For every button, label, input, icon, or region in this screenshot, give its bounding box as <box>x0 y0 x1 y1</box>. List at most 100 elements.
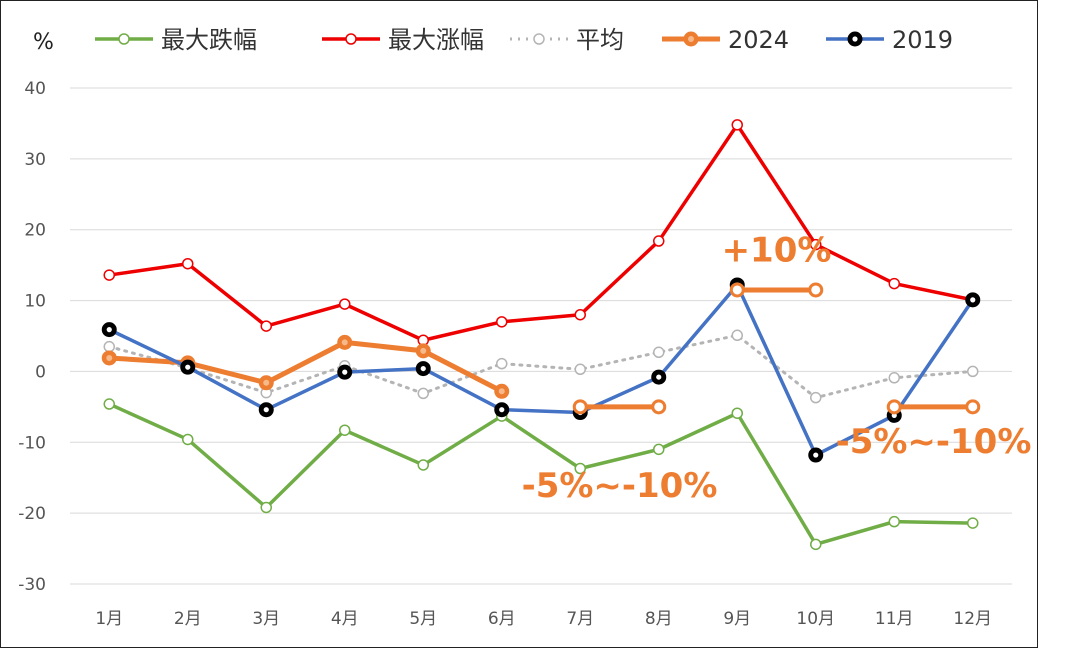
data-point <box>496 316 508 328</box>
data-point <box>103 398 115 410</box>
series-line <box>107 283 975 457</box>
data-point <box>653 235 665 247</box>
data-point <box>731 407 743 419</box>
y-tick-label: 30 <box>24 150 46 170</box>
y-tick-label: 40 <box>24 79 46 99</box>
forecast-marker <box>965 399 981 415</box>
x-tick-label: 11月 <box>875 609 914 629</box>
series-最大跌幅 <box>103 398 979 551</box>
data-point <box>496 357 508 370</box>
data-point <box>417 459 429 471</box>
y-unit-label: % <box>33 30 54 55</box>
legend: 最大跌幅 最大涨幅 平均 2024 2019 <box>95 26 953 54</box>
data-point-center <box>342 369 348 375</box>
data-point-center <box>499 407 505 413</box>
legend-label: 2019 <box>892 26 953 54</box>
series-line <box>107 333 975 400</box>
grid-lines <box>70 87 1012 585</box>
x-tick-label: 10月 <box>796 609 835 629</box>
data-point <box>103 340 115 353</box>
data-point-center <box>263 407 269 413</box>
y-tick-label: 0 <box>35 362 46 382</box>
data-point <box>339 298 351 310</box>
series-line <box>107 402 975 547</box>
data-point <box>888 372 900 384</box>
data-point <box>574 308 586 321</box>
x-axis-ticks: 1月 2月 3月 4月 5月 6月 7月 8月 9月 10月 11月 12月 <box>95 609 992 629</box>
legend-label: 最大涨幅 <box>388 26 484 54</box>
chart-frame <box>0 0 1038 648</box>
y-tick-label: 10 <box>24 292 46 312</box>
legend-label: 2024 <box>728 26 789 54</box>
y-axis-ticks: 40 30 20 10 0 -10 -20 -30 <box>18 79 46 595</box>
x-tick-label: 12月 <box>953 609 992 629</box>
forecast-marker <box>808 282 824 298</box>
annotation-label: -5%~-10% <box>836 422 1032 462</box>
forecast-segments <box>572 282 981 415</box>
y-tick-label: -20 <box>18 504 46 524</box>
data-point <box>574 462 586 475</box>
legend-label: 最大跌幅 <box>161 26 257 54</box>
annotations: +10% -5%~-10% -5%~-10% <box>522 231 1032 506</box>
data-point-center <box>852 36 858 42</box>
series-最大涨幅 <box>103 119 979 347</box>
data-point <box>967 365 979 378</box>
data-point <box>731 329 743 342</box>
y-tick-label: 20 <box>24 221 46 241</box>
data-point <box>260 320 272 332</box>
series-layer <box>101 119 981 551</box>
forecast-marker <box>572 399 588 415</box>
data-point <box>653 346 665 359</box>
data-point <box>574 363 586 376</box>
data-point-center <box>498 388 505 395</box>
data-point <box>967 517 979 529</box>
annotation-label: +10% <box>722 231 832 271</box>
forecast-marker <box>729 282 745 298</box>
forecast-marker <box>886 399 902 415</box>
data-point <box>118 33 130 45</box>
x-tick-label: 8月 <box>645 609 673 629</box>
data-point-center <box>656 374 662 380</box>
series-line <box>107 123 975 343</box>
x-tick-label: 1月 <box>95 609 123 629</box>
data-point <box>653 443 665 456</box>
x-tick-label: 7月 <box>566 609 594 629</box>
data-point <box>182 257 194 270</box>
data-point-center <box>263 379 270 386</box>
data-point-center <box>420 347 427 354</box>
data-point <box>182 433 194 446</box>
x-tick-label: 4月 <box>331 609 359 629</box>
data-point-center <box>970 297 976 303</box>
data-point <box>339 424 351 436</box>
x-tick-label: 5月 <box>409 609 437 629</box>
data-point <box>345 33 357 45</box>
data-point-center <box>688 36 694 42</box>
data-point <box>888 277 900 290</box>
data-point <box>888 515 900 528</box>
x-tick-label: 9月 <box>723 609 751 629</box>
data-point-center <box>185 364 191 370</box>
data-point <box>417 387 429 400</box>
data-point-center <box>106 354 113 361</box>
legend-label: 平均 <box>576 26 624 54</box>
data-point <box>260 501 272 514</box>
x-tick-label: 3月 <box>252 609 280 629</box>
annotation-label: -5%~-10% <box>522 466 718 506</box>
data-point-center <box>420 365 426 372</box>
series-line <box>106 339 505 394</box>
x-tick-label: 6月 <box>488 609 516 629</box>
series-2019 <box>101 277 981 463</box>
y-tick-label: -10 <box>18 433 46 453</box>
data-point-center <box>813 452 819 458</box>
data-point <box>810 391 822 404</box>
data-point-center <box>106 327 112 333</box>
data-point-center <box>341 339 348 346</box>
data-point <box>103 269 115 281</box>
data-point <box>731 119 743 131</box>
data-point <box>810 538 822 551</box>
forecast-marker <box>651 399 667 415</box>
series-2024 <box>101 334 510 399</box>
data-point <box>533 33 545 45</box>
x-tick-label: 2月 <box>174 609 202 629</box>
